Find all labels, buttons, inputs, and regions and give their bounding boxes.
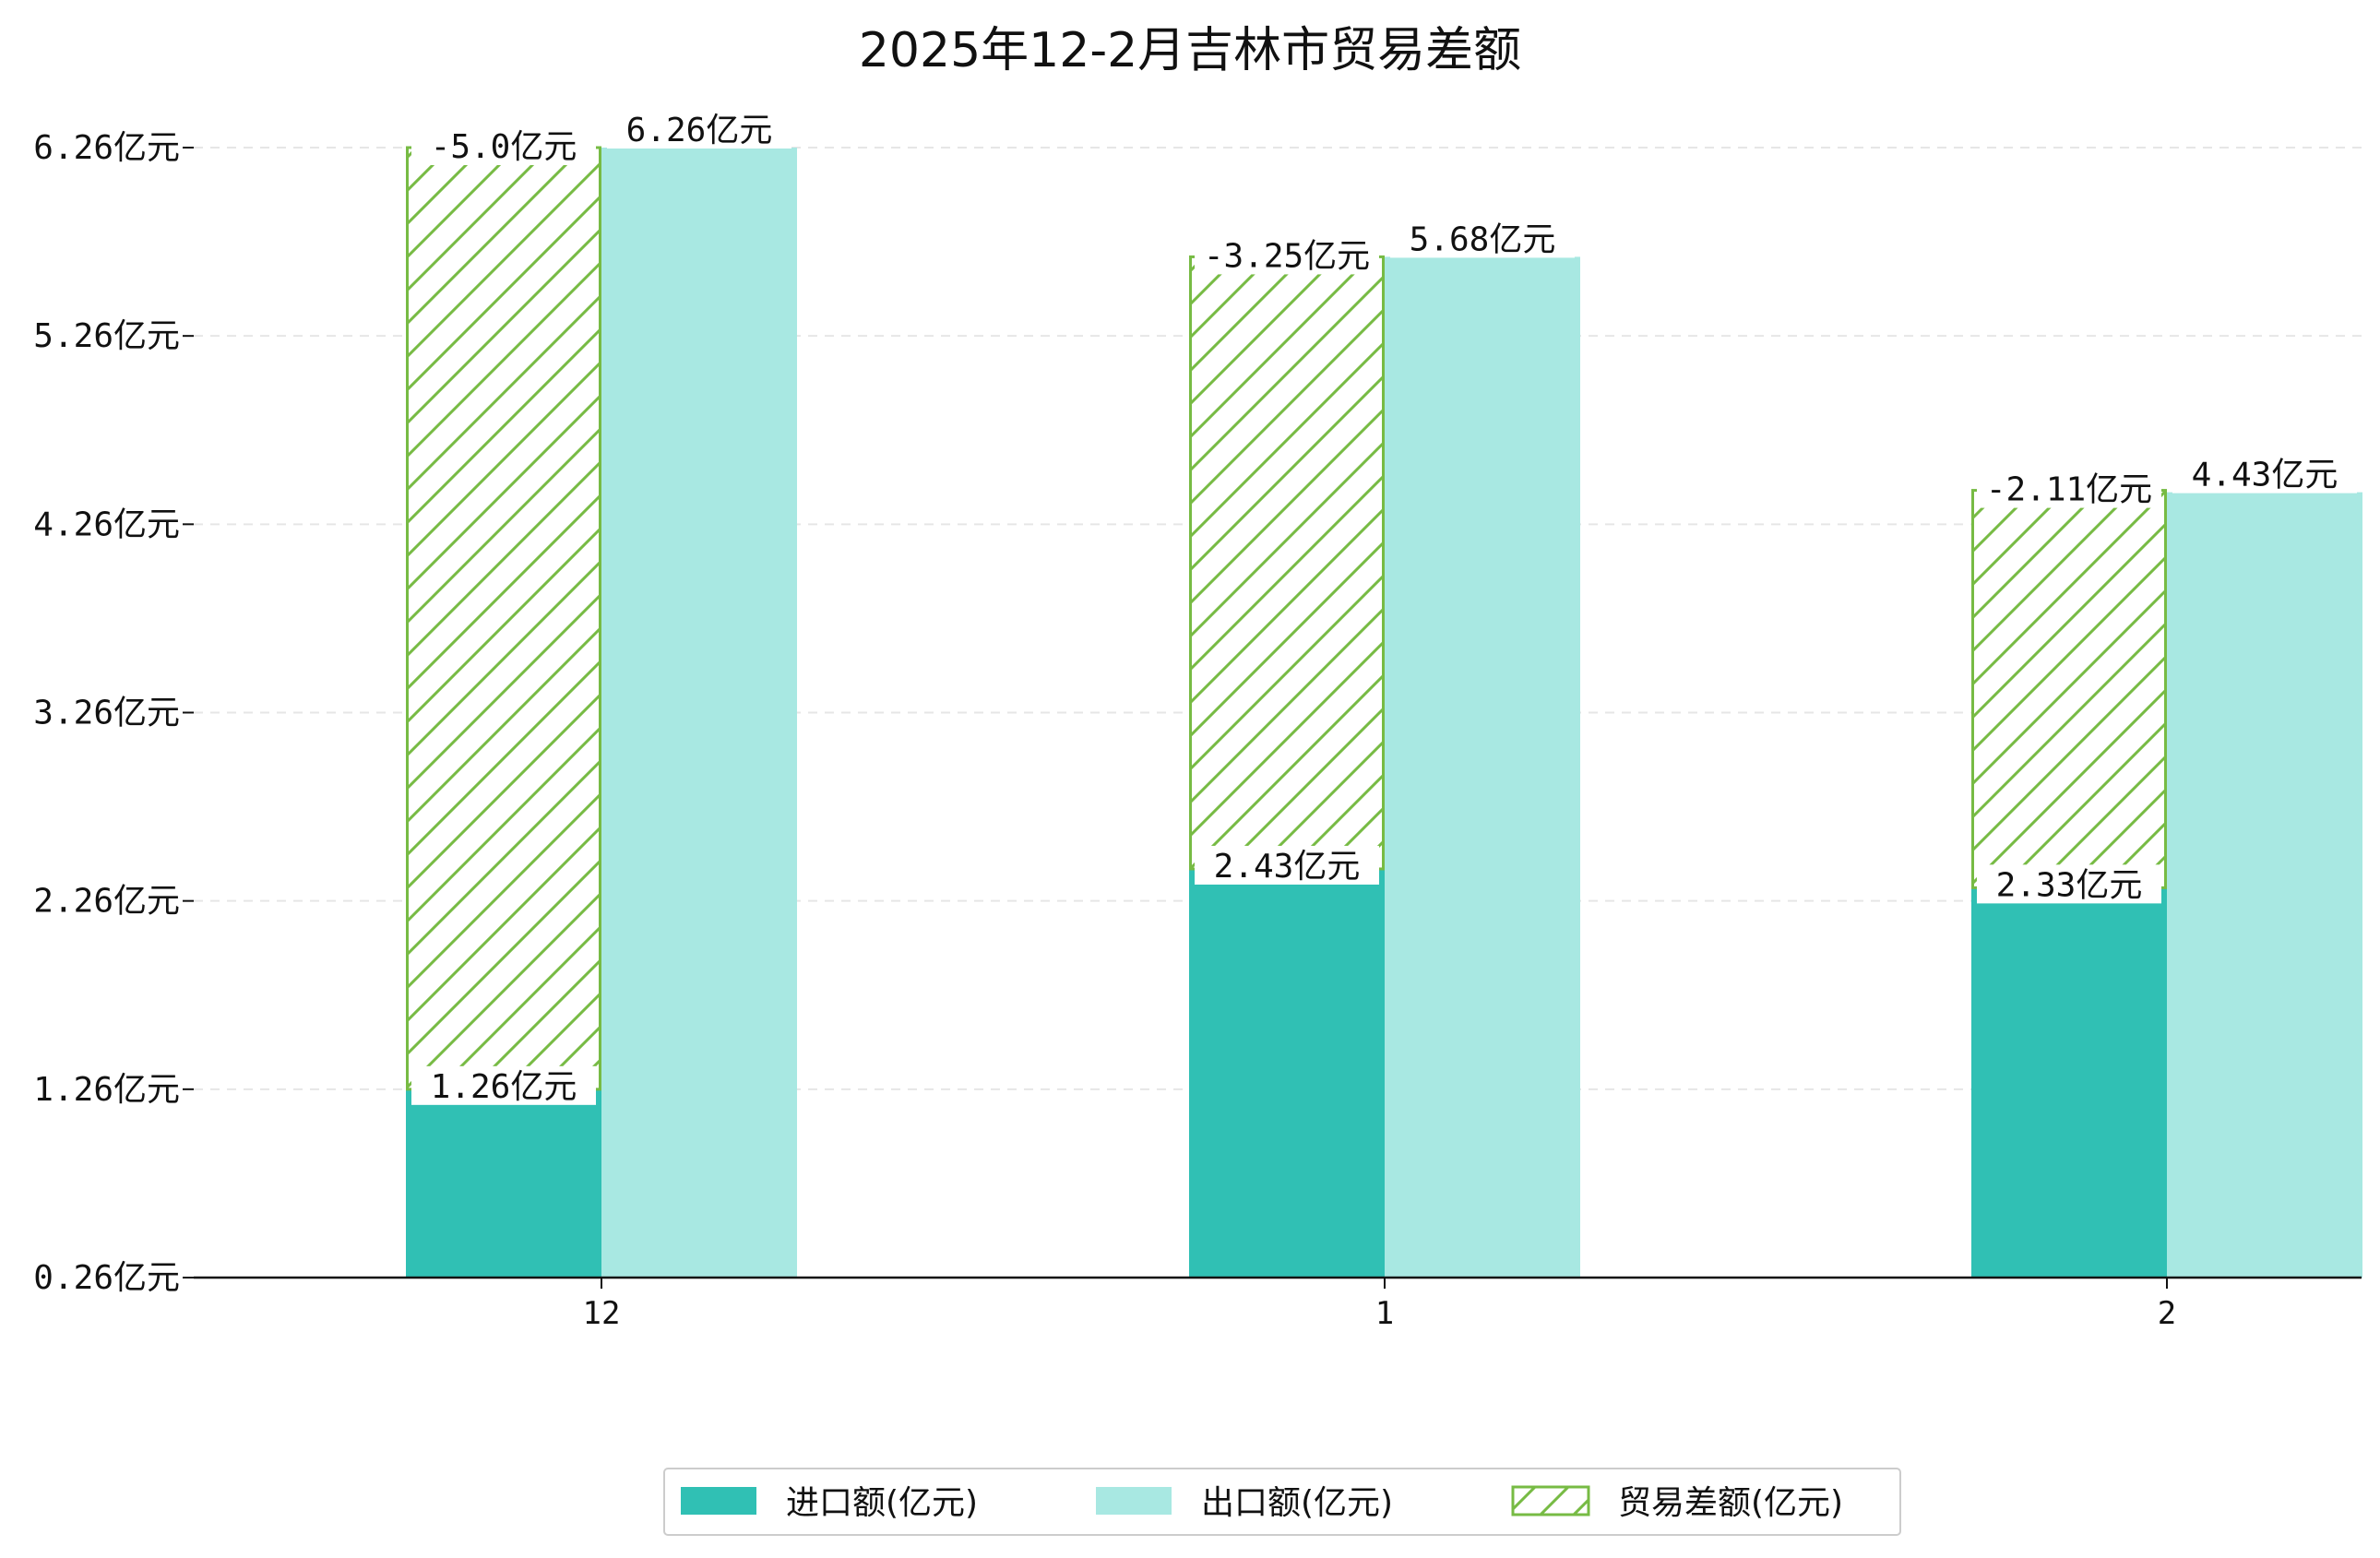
- legend: 进口额(亿元) 出口额(亿元) 贸易差额(亿元): [663, 1468, 1901, 1536]
- bar-import: [1189, 868, 1385, 1278]
- legend-label-balance: 贸易差额(亿元): [1618, 1484, 1843, 1522]
- legend-swatch-export: [1096, 1487, 1172, 1515]
- x-tick-label: 1: [1375, 1295, 1394, 1332]
- legend-swatch-import: [681, 1487, 756, 1515]
- data-label-bg-import: [1195, 845, 1379, 885]
- bar-import: [1971, 887, 2167, 1278]
- y-tick-label: 4.26亿元: [33, 505, 180, 543]
- y-tick-label: 6.26亿元: [33, 129, 180, 167]
- x-tick-label: 2: [2158, 1295, 2176, 1332]
- y-tick-label: 3.26亿元: [33, 695, 180, 732]
- data-label-import: 2.43亿元: [1214, 848, 1361, 886]
- data-labels: 1.26亿元 6.26亿元 -5.0亿元 2.43亿元 5.68亿元 -3.25亿元 2.3…: [411, 110, 2357, 1106]
- bar-export: [1385, 256, 1580, 1279]
- x-tick-label: 12: [583, 1295, 621, 1332]
- data-label-import: 2.33亿元: [1996, 866, 2143, 904]
- data-label-bg-import: [411, 1065, 596, 1105]
- axes: 0.26亿元 1.26亿元 2.26亿元 3.26亿元 4.26亿元 5.26亿元 6.26…: [33, 129, 2362, 1332]
- chart-title: 2025年12-2月吉林市贸易差额: [859, 23, 1521, 78]
- data-label-balance: -2.11亿元: [1986, 471, 2152, 509]
- data-label-bg-balance: [1977, 469, 2161, 508]
- bar-export: [601, 148, 797, 1278]
- data-label-bg-export: [607, 110, 791, 149]
- bar-balance: [1971, 489, 2167, 889]
- data-label-bg-import: [1977, 864, 2161, 904]
- legend-frame: [663, 1468, 1901, 1536]
- data-label-bg-balance: [411, 126, 596, 165]
- bars: [406, 146, 2362, 1279]
- bar-import: [406, 1088, 601, 1278]
- bar-export: [2167, 492, 2362, 1278]
- data-label-bg-balance: [1195, 235, 1379, 275]
- data-label-export: 5.68亿元: [1410, 220, 1556, 258]
- data-label-import: 1.26亿元: [431, 1068, 577, 1106]
- data-label-bg-export: [1390, 219, 1575, 258]
- bar-balance: [1189, 255, 1385, 871]
- y-tick-label: 1.26亿元: [33, 1071, 180, 1109]
- y-tick-label: 0.26亿元: [33, 1259, 180, 1297]
- data-label-export: 4.43亿元: [2192, 457, 2338, 494]
- data-label-bg-export: [2172, 454, 2357, 494]
- legend-label-import: 进口额(亿元): [786, 1484, 978, 1522]
- data-label-balance: -5.0亿元: [431, 128, 577, 166]
- data-label-balance: -3.25亿元: [1204, 237, 1370, 275]
- bar-balance: [406, 146, 601, 1091]
- legend-label-export: 出口额(亿元): [1201, 1484, 1393, 1522]
- data-label-export: 6.26亿元: [626, 112, 773, 149]
- legend-swatch-balance: [1511, 1485, 1590, 1516]
- y-tick-label: 2.26亿元: [33, 883, 180, 921]
- y-tick-label: 5.26亿元: [33, 317, 180, 355]
